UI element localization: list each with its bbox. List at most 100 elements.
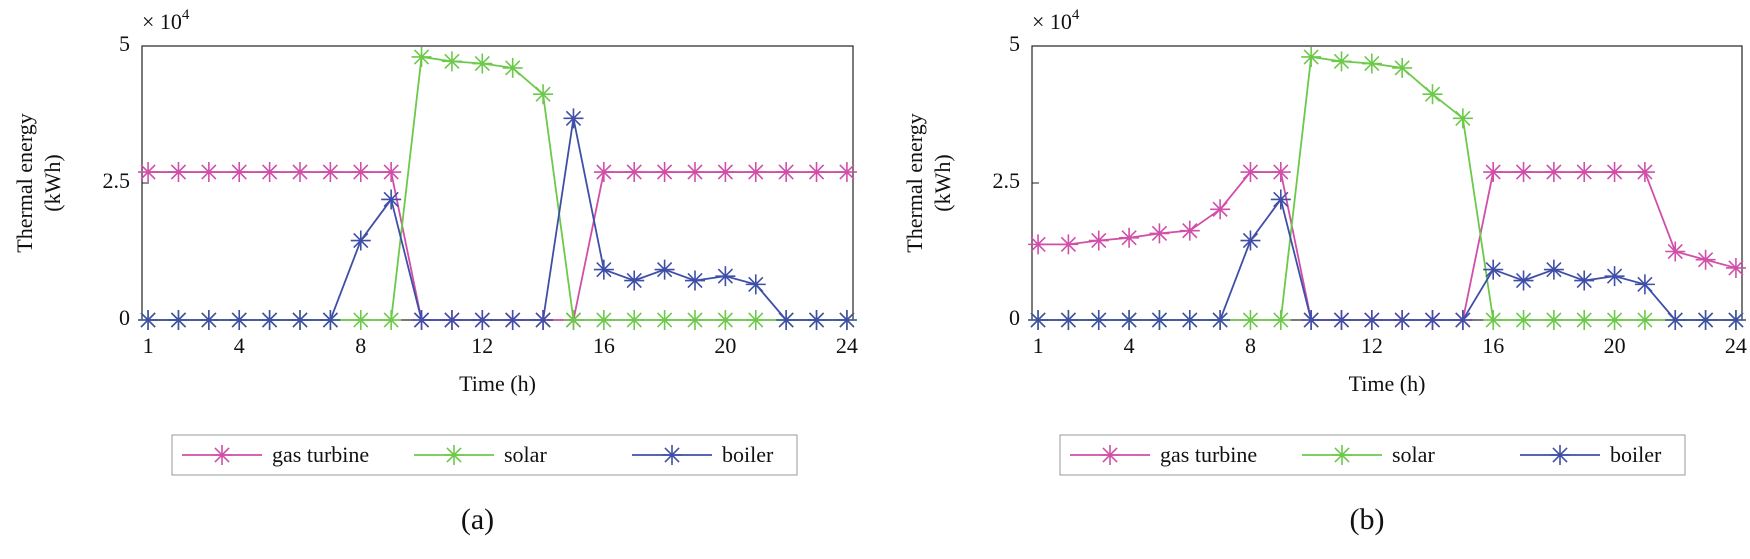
x-tick-label: 20 (714, 333, 736, 358)
marker (1119, 227, 1140, 248)
marker (1634, 162, 1655, 183)
y-multiplier: × 104 (1032, 7, 1080, 34)
marker (290, 162, 310, 183)
marker (1604, 162, 1625, 183)
marker (624, 162, 645, 183)
marker (1725, 310, 1746, 330)
legend-marker (444, 445, 464, 465)
x-tick-label: 16 (593, 333, 615, 358)
marker (563, 310, 584, 330)
marker (1149, 223, 1170, 244)
marker (1392, 57, 1413, 78)
marker (1301, 46, 1322, 67)
caption: (b) (1350, 503, 1385, 536)
marker (1422, 84, 1443, 105)
marker (715, 310, 736, 330)
legend-marker (1550, 445, 1570, 465)
marker (441, 51, 462, 72)
marker (806, 162, 827, 183)
marker (1149, 310, 1170, 330)
marker (1483, 310, 1504, 330)
plot-area (1031, 45, 1743, 321)
marker (1119, 310, 1140, 330)
marker (1665, 310, 1686, 330)
marker (381, 162, 402, 183)
marker (1088, 310, 1109, 330)
marker (745, 162, 766, 183)
marker (1210, 199, 1231, 220)
marker (624, 310, 645, 330)
y-tick-label: 5 (1009, 31, 1020, 56)
marker (259, 310, 280, 330)
marker (1331, 51, 1352, 72)
y-multiplier: × 104 (142, 7, 190, 34)
y-axis-label: (kWh) (930, 154, 955, 211)
marker (1058, 234, 1079, 255)
marker (1088, 230, 1109, 251)
marker (1058, 310, 1079, 330)
marker (533, 310, 554, 330)
marker (1574, 270, 1595, 291)
x-tick-label: 16 (1482, 333, 1504, 358)
marker (715, 266, 736, 287)
marker (472, 310, 493, 330)
marker (1452, 108, 1473, 129)
marker (138, 162, 159, 183)
marker (776, 162, 797, 183)
marker (836, 162, 857, 183)
marker (138, 310, 159, 330)
marker (1179, 310, 1200, 330)
y-axis-label: Thermal energy (902, 113, 927, 252)
marker (229, 162, 250, 183)
marker (320, 310, 341, 330)
marker (1361, 310, 1382, 330)
legend-label: solar (1392, 442, 1435, 467)
marker (1665, 241, 1686, 262)
marker (1695, 249, 1716, 270)
marker (350, 230, 371, 251)
y-multiplier-base: × 10 (1032, 9, 1072, 34)
marker (381, 189, 402, 210)
marker (350, 162, 371, 183)
y-multiplier-exponent: 4 (182, 7, 190, 23)
marker (685, 162, 705, 183)
x-axis-label: Time (h) (459, 371, 536, 396)
marker (1483, 162, 1504, 183)
y-tick-label: 5 (119, 31, 130, 56)
y-tick-label: 0 (1009, 305, 1020, 330)
marker (1543, 310, 1564, 330)
marker (168, 310, 189, 330)
marker (685, 310, 705, 330)
plot-area (141, 45, 854, 321)
marker (1695, 310, 1716, 330)
marker (1483, 259, 1504, 280)
y-tick-label: 2.5 (993, 168, 1021, 193)
y-axis-label: (kWh) (40, 154, 65, 211)
x-tick-label: 8 (1245, 333, 1256, 358)
marker (533, 84, 554, 105)
x-tick-label: 24 (836, 333, 858, 358)
marker (1331, 310, 1352, 330)
marker (806, 310, 827, 330)
legend-label: boiler (722, 442, 774, 467)
marker (1513, 270, 1534, 291)
x-tick-label: 12 (1361, 333, 1383, 358)
caption: (a) (461, 503, 494, 536)
marker (1574, 162, 1595, 183)
legend-marker (212, 445, 232, 465)
marker (198, 310, 219, 330)
marker (745, 310, 766, 330)
marker (1240, 310, 1261, 330)
marker (715, 162, 736, 183)
marker (411, 46, 432, 67)
marker (1604, 266, 1625, 287)
marker (502, 57, 523, 78)
legend-label: boiler (1610, 442, 1662, 467)
marker (1392, 310, 1413, 330)
marker (563, 108, 584, 129)
legend-label: gas turbine (272, 442, 369, 467)
legend-marker (1332, 445, 1352, 465)
marker (502, 310, 523, 330)
x-tick-label: 4 (1124, 333, 1135, 358)
